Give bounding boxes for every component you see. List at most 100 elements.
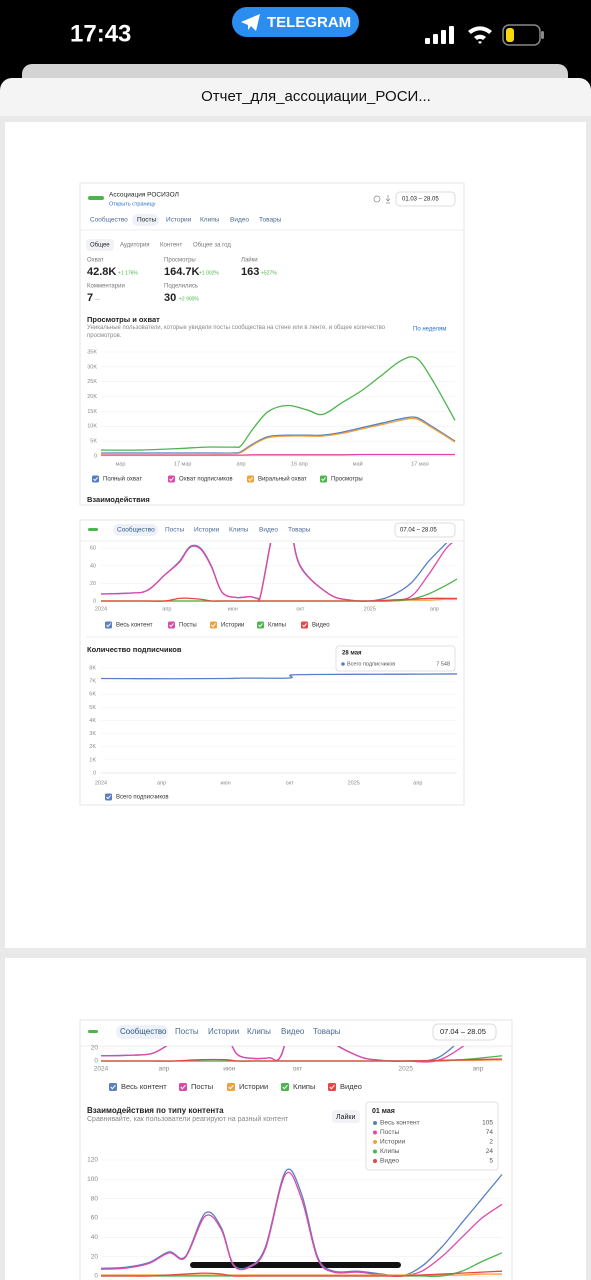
tooltip-dot	[373, 1140, 377, 1144]
date-picker[interactable]	[432, 1023, 497, 1041]
legend-label: Видео	[340, 1082, 362, 1091]
battery-level	[506, 28, 514, 42]
legend-checkbox[interactable]	[320, 475, 327, 483]
x-tick-label: 2025	[364, 606, 376, 612]
download-icon[interactable]	[385, 195, 391, 204]
y-tick-label: 2K	[89, 744, 96, 750]
metric-select[interactable]	[332, 1110, 360, 1123]
tab[interactable]: Видео	[230, 217, 249, 224]
chart-subtitle-box: Сравнивайте, как пользователи реагируют …	[87, 1116, 288, 1123]
date-picker[interactable]	[394, 522, 456, 538]
x-tick-label: май	[353, 460, 363, 467]
active-tab-bg	[116, 1025, 168, 1039]
tab[interactable]: Сообщество	[90, 216, 128, 224]
x-tick-label: апр	[162, 606, 171, 612]
subtab[interactable]: Аудитория	[120, 243, 150, 249]
legend-checkbox[interactable]	[179, 1083, 187, 1091]
help-icon[interactable]	[373, 195, 381, 203]
wifi-icon	[468, 26, 492, 44]
legend-checkbox[interactable]	[210, 621, 217, 629]
date-picker[interactable]	[395, 191, 456, 207]
logo	[88, 1030, 98, 1033]
date-range[interactable]: 07.04 – 28.05	[440, 1027, 486, 1036]
section-title: Взаимодействия	[87, 495, 150, 504]
legend-label: Истории	[221, 623, 244, 629]
tab[interactable]: Видео	[259, 527, 278, 534]
y-tick-label: 60	[91, 1215, 99, 1222]
tooltip-series: Клипы	[380, 1148, 400, 1155]
legend-checkbox[interactable]	[168, 621, 175, 629]
y-tick-label: 0	[94, 1058, 98, 1065]
status-time: 17:43	[70, 20, 131, 47]
stat-label: Лайки	[241, 257, 258, 264]
legend-checkbox[interactable]	[105, 793, 112, 801]
logo	[88, 196, 104, 200]
legend-check	[282, 1084, 288, 1090]
x-tick-label: окт	[296, 606, 305, 612]
app-name[interactable]: TELEGRAM	[267, 14, 351, 31]
tab[interactable]: Сообщество	[120, 1027, 167, 1036]
legend-checkbox[interactable]	[109, 1083, 117, 1091]
chart-title: Просмотры и охват	[87, 315, 160, 324]
legend-checkbox[interactable]	[227, 1083, 235, 1091]
signal-icon	[425, 26, 454, 44]
active-tab-bg	[113, 524, 158, 536]
legend-checkbox[interactable]	[168, 475, 175, 483]
tab[interactable]: Посты	[175, 1027, 199, 1036]
tab[interactable]: Посты	[137, 217, 157, 224]
tab[interactable]: Клипы	[229, 527, 249, 534]
legend-check	[321, 477, 326, 482]
y-tick-label: 6K	[89, 692, 96, 698]
y-tick-label: 35K	[87, 349, 97, 355]
date-range[interactable]: 01.03 – 28.05	[402, 197, 439, 203]
x-tick-label: апр	[473, 1066, 484, 1073]
tab[interactable]: Товары	[259, 217, 282, 224]
y-tick-label: 5K	[90, 439, 97, 445]
legend-check	[258, 623, 263, 628]
x-tick-label: апр	[157, 780, 166, 786]
y-tick-label: 1K	[89, 757, 96, 763]
legend-label: Весь контент	[121, 1082, 167, 1091]
legend-checkbox[interactable]	[328, 1083, 336, 1091]
subtab[interactable]: Общее за год	[193, 243, 231, 249]
subtab[interactable]: Контент	[160, 243, 182, 249]
x-tick-label: июн	[223, 1066, 236, 1073]
stat-label: Охват	[87, 258, 104, 264]
tooltip-value: 5	[489, 1158, 493, 1165]
subtab[interactable]: Общее	[90, 243, 110, 249]
tab[interactable]: Истории	[194, 527, 220, 534]
legend-checkbox[interactable]	[105, 621, 112, 629]
legend-checkbox[interactable]	[247, 475, 254, 483]
tab[interactable]: Видео	[281, 1027, 305, 1036]
legend-check	[93, 477, 98, 482]
tooltip-value: 7 548	[436, 661, 450, 667]
period-select[interactable]: По неделям	[413, 327, 446, 333]
x-tick-label: 2024	[94, 1066, 109, 1073]
x-tick-label: июн	[220, 780, 230, 786]
tab[interactable]: Товары	[313, 1027, 341, 1036]
tab[interactable]: Клипы	[247, 1027, 271, 1036]
metric-label[interactable]: Лайки	[336, 1113, 355, 1121]
tab[interactable]: Истории	[166, 217, 192, 224]
tab[interactable]: Сообщество	[117, 526, 155, 534]
legend-check	[110, 1084, 116, 1090]
legend-checkbox[interactable]	[281, 1083, 289, 1091]
y-tick-label: 7K	[89, 679, 96, 685]
open-page-link[interactable]: Открыть страницу	[109, 201, 156, 207]
legend-check	[302, 623, 307, 628]
legend-label: Просмотры	[331, 477, 363, 483]
tab[interactable]: Истории	[208, 1027, 239, 1036]
y-tick-label: 20	[90, 581, 96, 587]
x-tick-label: апр	[236, 461, 245, 467]
y-tick-label: 3K	[89, 731, 96, 737]
tab[interactable]: Посты	[165, 527, 185, 534]
legend-checkbox[interactable]	[301, 621, 308, 629]
date-range[interactable]: 07.04 – 28.05	[400, 528, 437, 534]
tab[interactable]: Клипы	[200, 217, 220, 224]
y-tick-label: 0	[94, 453, 97, 459]
legend-checkbox[interactable]	[257, 621, 264, 629]
app-pill[interactable]	[232, 7, 359, 37]
tab[interactable]: Товары	[288, 527, 311, 534]
legend-check	[169, 623, 174, 628]
legend-checkbox[interactable]	[92, 475, 99, 483]
